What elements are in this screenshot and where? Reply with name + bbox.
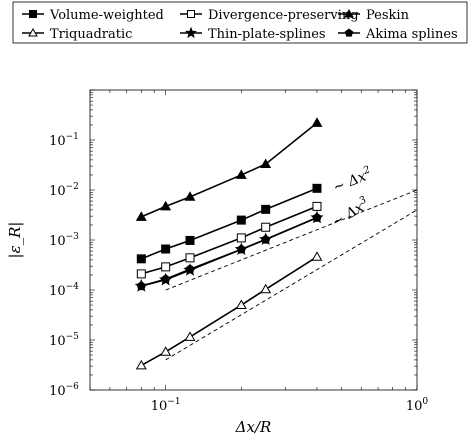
data-point bbox=[136, 254, 146, 264]
reference-lines: ∼ Δx2∼ Δx3 bbox=[165, 164, 418, 361]
series-akima-splines bbox=[136, 212, 322, 291]
y-tick-label: 10−4 bbox=[49, 282, 79, 299]
plot-frame bbox=[89, 89, 418, 391]
legend-label: Peskin bbox=[366, 8, 410, 23]
data-point bbox=[261, 222, 271, 232]
reference-line bbox=[165, 189, 418, 291]
x-tick-label: 10−1 bbox=[151, 397, 181, 414]
data-point bbox=[236, 215, 246, 225]
x-axis-ticks: 10−1 100 bbox=[89, 90, 429, 414]
series-line bbox=[140, 122, 318, 218]
legend-item: Thin-plate-splines bbox=[180, 26, 326, 42]
data-point bbox=[312, 201, 322, 211]
y-axis-label: |ε_R| bbox=[6, 222, 24, 259]
data-point bbox=[261, 204, 271, 214]
series-group bbox=[134, 117, 324, 370]
y-tick-label: 10−1 bbox=[49, 132, 79, 149]
data-point bbox=[161, 262, 171, 272]
data-point bbox=[185, 235, 195, 245]
x-tick-label: 100 bbox=[406, 397, 429, 414]
data-point bbox=[185, 253, 195, 263]
x-axis-label: Δx/R bbox=[235, 418, 272, 436]
legend-label: Volume-weighted bbox=[49, 8, 164, 23]
legend-item: Divergence-preserving bbox=[180, 8, 359, 23]
data-point bbox=[185, 264, 195, 274]
legend-label: Akima splines bbox=[365, 27, 458, 42]
series-line bbox=[141, 216, 318, 287]
data-point bbox=[29, 10, 37, 18]
data-point bbox=[185, 26, 197, 39]
reference-line-label: ∼ Δx3 bbox=[328, 194, 372, 230]
reference-line-label: ∼ Δx2 bbox=[330, 164, 374, 196]
data-point bbox=[344, 28, 354, 37]
data-point bbox=[260, 234, 271, 244]
data-point bbox=[160, 274, 171, 284]
y-tick-label: 10−2 bbox=[49, 182, 79, 199]
data-point bbox=[312, 183, 322, 193]
data-point bbox=[184, 331, 196, 341]
legend-item: Peskin bbox=[338, 8, 410, 23]
legend-box bbox=[12, 1, 468, 44]
y-tick-label: 10−5 bbox=[49, 332, 79, 349]
data-point bbox=[236, 244, 247, 254]
series-peskin bbox=[135, 117, 323, 221]
data-point bbox=[28, 27, 38, 37]
data-point bbox=[260, 283, 272, 294]
y-axis-ticks: 10−1 10−2 10−3 10−4 10−5 10−6 bbox=[49, 89, 417, 399]
legend-label: Divergence-preserving bbox=[208, 8, 359, 23]
reference-line bbox=[165, 209, 418, 361]
data-point bbox=[311, 251, 323, 261]
data-point bbox=[160, 200, 172, 211]
series-triquadratic bbox=[135, 251, 323, 370]
series-line bbox=[140, 256, 318, 367]
legend-label: Triquadratic bbox=[50, 27, 132, 42]
legend-label: Thin-plate-splines bbox=[208, 27, 326, 42]
legend: Volume-weighted Divergence-preserving Pesk… bbox=[12, 1, 468, 44]
data-point bbox=[184, 191, 196, 201]
data-point bbox=[312, 212, 322, 222]
data-point bbox=[135, 211, 147, 221]
data-point bbox=[161, 244, 171, 254]
data-point bbox=[344, 8, 354, 18]
data-point bbox=[135, 359, 147, 370]
data-point bbox=[136, 269, 146, 279]
data-point bbox=[160, 346, 172, 356]
data-point bbox=[311, 117, 323, 127]
data-point bbox=[235, 299, 247, 310]
series-divergence-preserving bbox=[136, 201, 322, 279]
series-volume-weighted bbox=[136, 183, 322, 264]
legend-item: Volume-weighted bbox=[22, 8, 164, 23]
y-tick-label: 10−6 bbox=[49, 382, 79, 399]
legend-item: Akima splines bbox=[338, 27, 458, 42]
data-point bbox=[235, 169, 247, 179]
legend-item: Triquadratic bbox=[22, 27, 132, 42]
data-point bbox=[260, 158, 272, 169]
data-point bbox=[236, 233, 246, 243]
data-point bbox=[187, 10, 195, 18]
y-tick-label: 10−3 bbox=[49, 232, 79, 249]
data-point bbox=[136, 281, 147, 291]
